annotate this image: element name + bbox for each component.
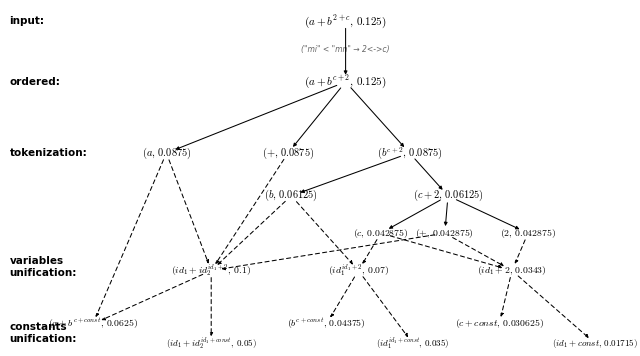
Text: $(+,\,0.042875)$: $(+,\,0.042875)$: [415, 227, 474, 240]
Text: constants
unification:: constants unification:: [10, 322, 77, 344]
Text: ordered:: ordered:: [10, 77, 60, 87]
Text: tokenization:: tokenization:: [10, 148, 87, 158]
Text: variables
unification:: variables unification:: [10, 256, 77, 278]
Text: $(id_1^{id_1+2},\,0.07)$: $(id_1^{id_1+2},\,0.07)$: [328, 262, 389, 279]
Text: ("mi" < "mn" → 2<->c): ("mi" < "mn" → 2<->c): [301, 44, 390, 54]
Text: $(id_1+const,\,0.01715)$: $(id_1+const,\,0.01715)$: [552, 337, 638, 350]
Text: $(id_1+id_2^{id_1+2},\,0.1)$: $(id_1+id_2^{id_1+2},\,0.1)$: [171, 262, 252, 279]
Text: $(c+const,\,0.030625)$: $(c+const,\,0.030625)$: [454, 318, 544, 330]
Text: $(a+b^{c+2},\,0.125)$: $(a+b^{c+2},\,0.125)$: [304, 73, 387, 90]
Text: $(id_1+2,\,0.0343)$: $(id_1+2,\,0.0343)$: [477, 264, 547, 277]
Text: $(c+2,\,0.06125)$: $(c+2,\,0.06125)$: [413, 188, 483, 203]
Text: $(b^{c+const},\,0.04375)$: $(b^{c+const},\,0.04375)$: [287, 317, 365, 331]
Text: $(b^{c+2},\,0.0875)$: $(b^{c+2},\,0.0875)$: [377, 145, 442, 161]
Text: $(a+b^{2+c},\,0.125)$: $(a+b^{2+c},\,0.125)$: [304, 13, 387, 30]
Text: $(2,\,0.042875)$: $(2,\,0.042875)$: [500, 227, 556, 240]
Text: $(b,\,0.06125)$: $(b,\,0.06125)$: [264, 188, 318, 203]
Text: $(id_1^{id_1+const},\,0.035)$: $(id_1^{id_1+const},\,0.035)$: [376, 335, 449, 352]
Text: $(c,\,0.042875)$: $(c,\,0.042875)$: [353, 227, 408, 240]
Text: $(+,\,0.0875)$: $(+,\,0.0875)$: [262, 146, 314, 161]
Text: input:: input:: [10, 16, 45, 26]
Text: $(id_1+id_2^{id_1+const},\,0.05)$: $(id_1+id_2^{id_1+const},\,0.05)$: [166, 335, 257, 352]
Text: $(a+b^{c+const},\,0.0625)$: $(a+b^{c+const},\,0.0625)$: [48, 317, 138, 331]
Text: $(a,\,0.0875)$: $(a,\,0.0875)$: [141, 146, 191, 161]
